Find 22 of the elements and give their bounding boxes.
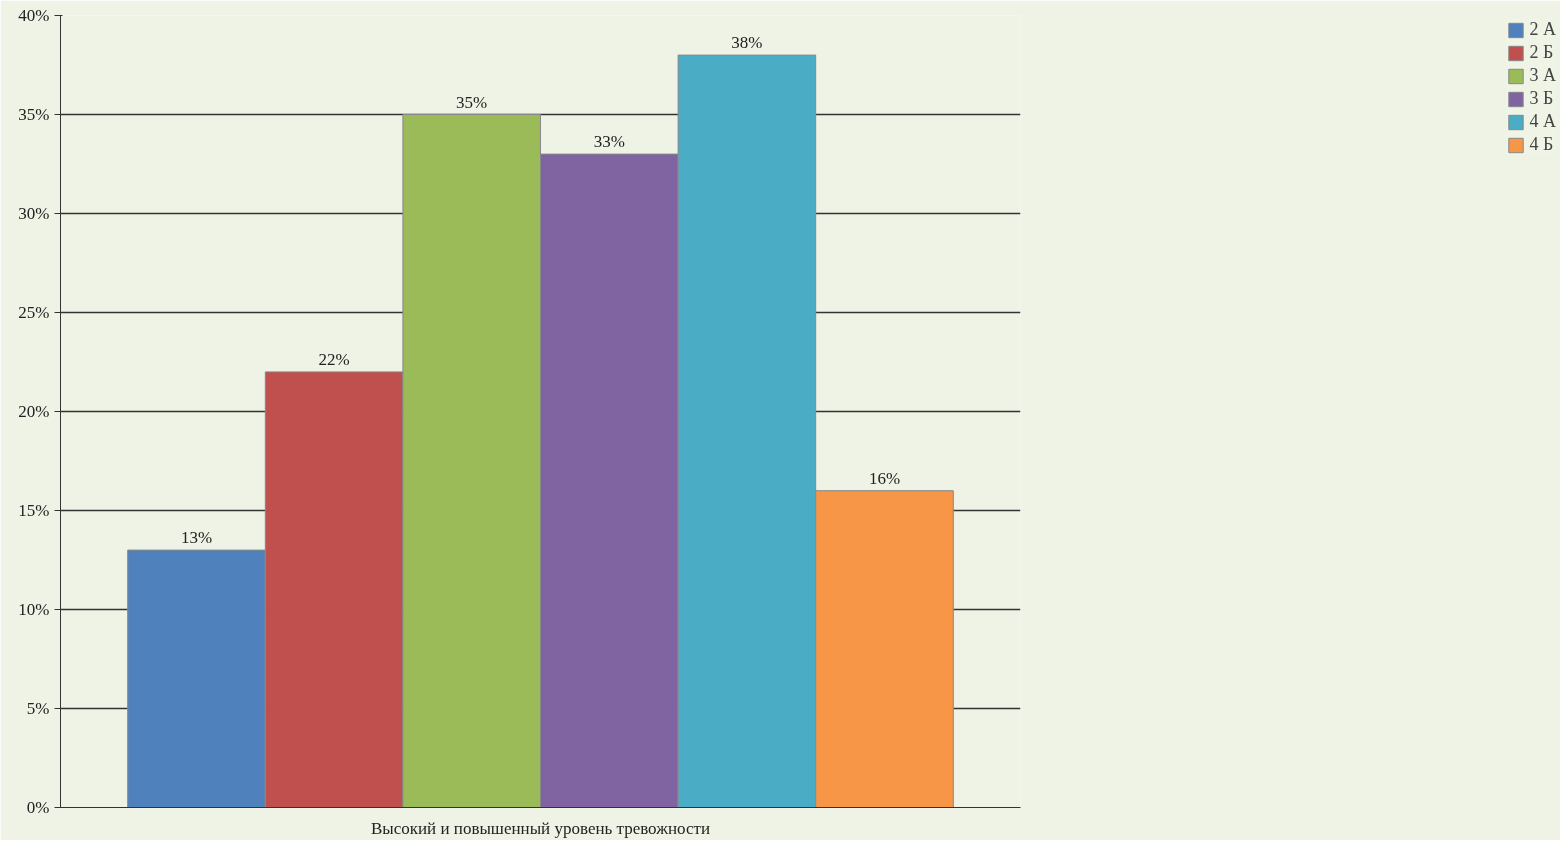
legend-label: 4 А <box>1529 111 1556 132</box>
legend-label: 2 А <box>1529 19 1556 40</box>
y-tick-label: 15% <box>18 501 50 520</box>
legend-label: 2 Б <box>1529 42 1554 63</box>
data-label: 33% <box>593 132 625 152</box>
y-tick-label: 10% <box>18 600 50 619</box>
data-label: 35% <box>456 92 488 112</box>
legend-label: 3 Б <box>1529 88 1554 109</box>
y-tick-label: 0% <box>26 798 50 817</box>
y-tick-label: 40% <box>18 6 50 25</box>
y-tick-label: 25% <box>18 303 50 322</box>
data-label: 16% <box>868 468 901 488</box>
data-label: 13% <box>180 528 213 548</box>
x-tick-label: Высокий и повышенный уровень тревожности <box>370 818 711 838</box>
legend-label: 3 А <box>1529 65 1556 86</box>
y-tick-label: 30% <box>18 204 50 223</box>
y-tick-label: 35% <box>18 105 50 124</box>
data-label: 22% <box>318 349 350 369</box>
legend-label: 4 Б <box>1529 134 1554 155</box>
data-label: 38% <box>731 33 763 53</box>
y-tick-label: 5% <box>26 699 50 718</box>
y-tick-label: 20% <box>18 402 50 421</box>
